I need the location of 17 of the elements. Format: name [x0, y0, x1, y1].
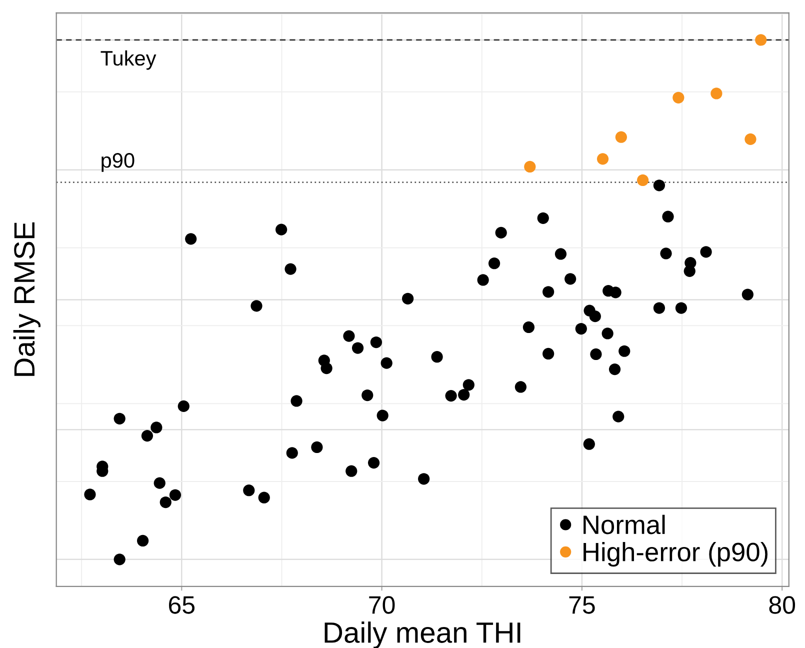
- point: [615, 131, 627, 143]
- x-tick-label: 65: [169, 596, 194, 614]
- point: [755, 34, 767, 46]
- point: [744, 133, 756, 145]
- x-tick-label: 75: [569, 596, 595, 614]
- y-axis-title: Daily RMSE: [13, 222, 41, 376]
- x-tick-label: 70: [369, 596, 395, 614]
- point: [596, 153, 609, 165]
- ref-line-label: Tukey: [100, 50, 156, 70]
- point: [710, 88, 722, 100]
- legend-label: High-error (p90): [584, 542, 768, 567]
- ref-line-label: p90: [102, 153, 134, 172]
- point: [672, 92, 684, 104]
- point: [524, 160, 536, 173]
- point: [636, 174, 649, 186]
- legend-label: Normal: [584, 514, 665, 534]
- x-tick-label: 80: [769, 596, 796, 614]
